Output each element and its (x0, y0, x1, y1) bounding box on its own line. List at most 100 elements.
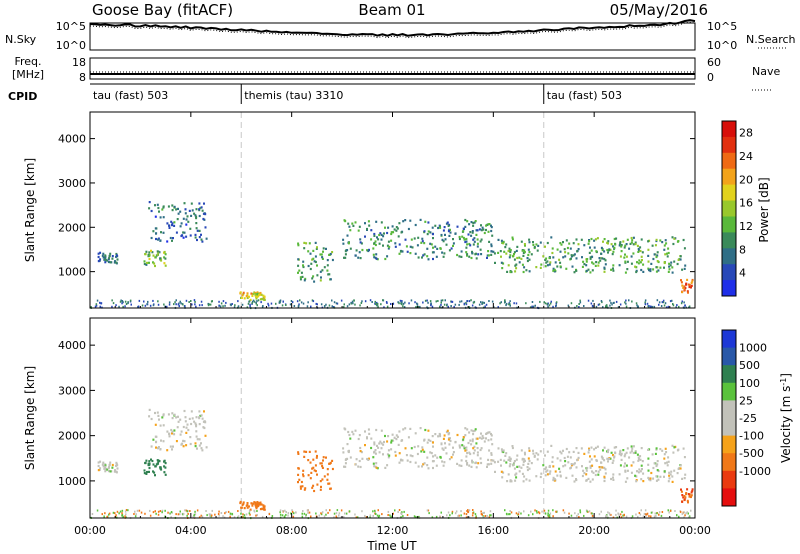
data-cell (587, 477, 590, 480)
data-cell (471, 461, 474, 464)
data-cell (470, 256, 473, 260)
data-cell (201, 417, 204, 420)
ground-scatter-cell (177, 513, 180, 516)
data-cell (302, 473, 304, 476)
data-cell (612, 267, 614, 270)
data-cell (190, 422, 193, 426)
ground-scatter-cell (143, 300, 145, 303)
data-cell (596, 237, 599, 240)
data-cell (470, 234, 473, 237)
data-cell (398, 243, 401, 246)
data-cell (690, 284, 693, 287)
data-cell (647, 476, 650, 479)
ground-scatter-cell (125, 509, 128, 511)
data-cell (577, 243, 580, 246)
data-cell (456, 253, 459, 257)
data-cell (432, 441, 434, 444)
data-cell (679, 464, 682, 467)
noise-panel: N.Sky 10^5 10^0 10^5 10^0 N.Search (5, 19, 796, 52)
data-cell (462, 438, 465, 441)
data-cell (116, 258, 119, 261)
data-cell (198, 438, 201, 441)
freq-frame (89, 57, 696, 80)
ground-scatter-cell (625, 302, 627, 305)
ground-scatter-cell (535, 510, 538, 513)
ground-scatter-cell (441, 299, 444, 302)
ground-scatter-cell (625, 299, 627, 302)
data-cell (535, 243, 538, 246)
freq-panel: Freq. [MHz] 18 8 60 0 Nave (12, 55, 780, 91)
ground-scatter-cell (343, 303, 345, 306)
data-cell (429, 439, 432, 442)
data-cell (376, 236, 378, 239)
data-cell (312, 257, 315, 260)
data-cell (302, 469, 305, 472)
ground-scatter-cell (289, 303, 292, 306)
data-cell (189, 227, 192, 230)
data-cell (684, 264, 687, 267)
ground-scatter-cell (241, 303, 244, 306)
data-cell (173, 429, 176, 432)
data-cell (452, 451, 455, 454)
ground-scatter-cell (686, 511, 688, 514)
data-cell (201, 209, 204, 212)
ground-scatter-cell (607, 511, 609, 514)
ground-scatter-cell (218, 510, 220, 513)
data-cell (486, 432, 489, 435)
data-cell (442, 240, 445, 243)
data-cell (471, 231, 474, 234)
ground-scatter-cell (418, 306, 420, 308)
ground-scatter-cell (193, 513, 196, 516)
data-cell (524, 453, 526, 456)
data-cell (582, 260, 585, 263)
data-cell (198, 410, 201, 413)
data-cell (672, 451, 675, 454)
data-cell (113, 261, 116, 264)
ground-scatter-cell (398, 302, 400, 305)
data-cell (321, 256, 324, 259)
data-cell (348, 433, 351, 437)
data-cell (186, 423, 189, 426)
data-cell (488, 431, 491, 434)
data-cell (473, 445, 476, 448)
data-cell (258, 292, 261, 295)
data-cell (544, 467, 547, 470)
data-cell (181, 234, 184, 237)
nave-label: Nave (752, 65, 780, 78)
ground-scatter-cell (624, 301, 626, 304)
noise-search-line (89, 21, 696, 39)
data-cell (307, 264, 310, 268)
data-cell (409, 219, 412, 222)
data-cell (297, 467, 300, 470)
data-cell (153, 471, 156, 474)
data-cell (423, 462, 426, 465)
ground-scatter-cell (284, 515, 286, 518)
ground-scatter-cell (138, 299, 141, 302)
ground-scatter-cell (608, 512, 611, 515)
ground-scatter-cell (651, 511, 654, 514)
data-cell (444, 442, 446, 445)
data-cell (104, 255, 107, 258)
ground-scatter-cell (291, 510, 294, 513)
ground-scatter-cell (333, 512, 336, 515)
data-cell (386, 464, 389, 467)
data-cell (162, 216, 165, 219)
data-cell (152, 463, 155, 466)
ground-scatter-cell (416, 303, 419, 306)
data-cell (567, 252, 570, 255)
data-cell (259, 508, 262, 511)
ground-scatter-cell (480, 510, 482, 513)
data-cell (612, 264, 615, 267)
data-cell (390, 239, 393, 242)
data-cell (502, 471, 505, 474)
ground-scatter-cell (518, 511, 520, 514)
ground-scatter-cell (237, 515, 240, 518)
data-cell (148, 466, 151, 470)
data-cell (528, 479, 531, 482)
data-cell (300, 480, 303, 484)
ground-scatter-cell (678, 305, 680, 308)
ground-scatter-cell (650, 305, 652, 308)
data-cell (309, 252, 312, 255)
data-cell (552, 465, 555, 468)
